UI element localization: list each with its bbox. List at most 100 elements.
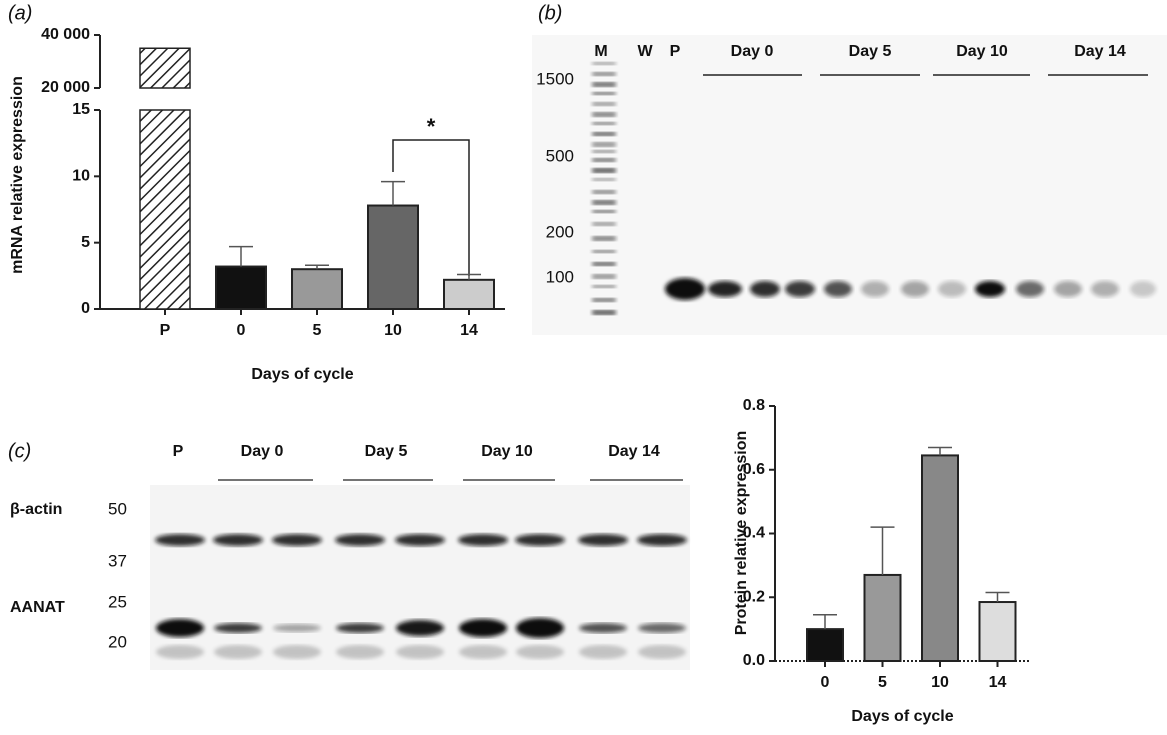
ladder-band (592, 250, 616, 253)
size-marker: 50 (108, 499, 127, 518)
pcr-band (708, 281, 742, 297)
pcr-band (1016, 281, 1044, 297)
bar (291, 268, 343, 311)
y-tick-label: 0.6 (743, 461, 765, 478)
actin-band (272, 534, 322, 546)
group-label: Day 5 (849, 43, 892, 60)
ladder-band (592, 168, 616, 173)
y-tick-label: 0.4 (743, 525, 765, 542)
x-tick-label: 10 (931, 674, 949, 691)
smear (336, 645, 384, 659)
significance-label: * (427, 114, 436, 139)
aanat-band (396, 620, 444, 636)
aanat-band (214, 623, 262, 633)
pcr-band (861, 281, 889, 297)
x-axis-title: Days of cycle (251, 366, 353, 383)
aanat-band (336, 623, 384, 633)
x-tick-label: 10 (384, 322, 402, 339)
x-tick-label: 14 (989, 674, 1007, 691)
pcr-band (1130, 281, 1156, 297)
bar (215, 265, 267, 310)
lane-label: P (173, 443, 184, 460)
panel-label: (b) (538, 2, 562, 24)
y-tick-label: 0 (81, 300, 90, 317)
y-tick-label: 15 (72, 101, 90, 118)
x-tick-label: 14 (460, 322, 478, 339)
actin-band (515, 534, 565, 546)
pcr-band (975, 281, 1005, 297)
bar (367, 204, 419, 311)
group-label: Day 10 (956, 43, 1008, 60)
group-label: Day 5 (365, 443, 408, 460)
x-tick-label: 5 (313, 322, 322, 339)
y-axis-title: Protein relative expression (733, 431, 750, 636)
ladder-band (592, 298, 616, 302)
pcr-band (785, 281, 815, 297)
x-axis-title: Days of cycle (851, 708, 953, 725)
ladder-band (592, 62, 616, 65)
y-tick-label: 0.8 (743, 397, 765, 414)
smear (396, 645, 444, 659)
actin-band (155, 534, 205, 546)
group-label: Day 10 (481, 443, 533, 460)
ladder-band (592, 150, 616, 153)
bar (443, 278, 495, 310)
smear (579, 645, 627, 659)
aanat-band (273, 624, 321, 632)
bar (806, 628, 844, 662)
group-label: Day 0 (731, 43, 774, 60)
aanat-band (579, 623, 627, 633)
pcr-band (750, 281, 780, 297)
lane-label: M (594, 43, 607, 60)
smear (638, 645, 686, 659)
ladder-band (592, 178, 616, 181)
ladder-band (592, 285, 616, 288)
pcr-band (665, 278, 705, 300)
size-marker: 25 (108, 592, 127, 611)
actin-band (335, 534, 385, 546)
gel-bands (592, 62, 1156, 315)
size-marker: 100 (546, 267, 574, 286)
ladder-band (592, 142, 616, 147)
y-tick-label: 20 000 (41, 79, 90, 96)
size-marker: 200 (546, 222, 574, 241)
blot-image (150, 485, 690, 670)
ladder-band (592, 102, 616, 106)
actin-band (458, 534, 508, 546)
actin-band (578, 534, 628, 546)
ladder-band (592, 200, 616, 205)
ladder-band (592, 310, 616, 315)
aanat-band (459, 619, 507, 637)
smear (273, 645, 321, 659)
panel-label: (c) (8, 440, 31, 462)
blot-bands (155, 534, 687, 659)
ladder-band (592, 112, 616, 117)
ladder-band (592, 122, 616, 125)
actin-band (213, 534, 263, 546)
y-tick-label: 0.2 (743, 588, 765, 605)
x-tick-label: 5 (878, 674, 887, 691)
size-marker: 20 (108, 632, 127, 651)
lane-label: W (637, 43, 653, 60)
smear (516, 645, 564, 659)
panel-label: (a) (8, 2, 32, 24)
size-marker: 37 (108, 551, 127, 570)
group-label: Day 14 (608, 443, 660, 460)
ladder-band (592, 72, 616, 76)
x-tick-label: 0 (821, 674, 830, 691)
aanat-band (156, 619, 204, 637)
aanat-band (638, 623, 686, 633)
ladder-band (592, 262, 616, 266)
group-label: Day 14 (1074, 43, 1126, 60)
pcr-band (1054, 281, 1082, 297)
ladder-band (592, 222, 616, 226)
ladder-band (592, 190, 616, 194)
pcr-band (938, 281, 966, 297)
bar (978, 601, 1017, 662)
pcr-band (824, 281, 852, 297)
bar (863, 573, 902, 662)
bar (921, 454, 959, 662)
ladder-band (592, 82, 616, 87)
ladder-band (592, 158, 616, 162)
